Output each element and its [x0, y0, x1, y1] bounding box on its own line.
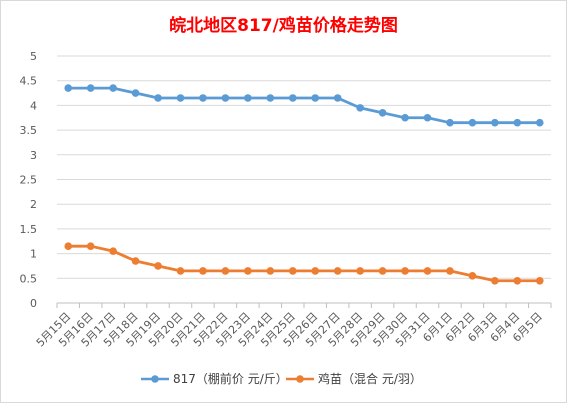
data-point	[86, 84, 95, 92]
data-point	[199, 267, 207, 275]
data-point	[446, 267, 454, 275]
data-point	[401, 113, 409, 122]
data-point	[221, 94, 230, 102]
data-point	[513, 276, 522, 285]
data-point	[468, 118, 477, 127]
data-point	[491, 276, 499, 285]
data-point	[513, 118, 522, 127]
data-point	[535, 276, 544, 285]
data-point	[176, 94, 185, 102]
y-tick-label: 5	[30, 50, 37, 63]
data-point	[266, 267, 275, 275]
data-point	[446, 118, 454, 127]
y-tick-label: 4.5	[20, 75, 38, 88]
data-point	[311, 267, 320, 275]
y-tick-label: 2	[30, 198, 37, 211]
y-tick-label: 3.5	[20, 124, 38, 137]
data-point	[176, 267, 185, 275]
data-point	[221, 267, 230, 275]
data-point	[109, 247, 117, 255]
data-point	[109, 84, 117, 92]
data-point	[244, 267, 252, 275]
data-point	[288, 267, 297, 275]
y-tick-label: 0	[30, 297, 37, 310]
data-point	[468, 272, 477, 280]
series-group	[64, 84, 544, 285]
y-tick-label: 3	[30, 149, 37, 162]
data-point	[154, 94, 162, 102]
data-point	[288, 94, 297, 102]
series-line-0	[68, 86, 540, 125]
data-point	[401, 267, 409, 275]
data-point	[131, 89, 140, 97]
data-point	[356, 267, 364, 275]
legend-label-817: 817（棚前价 元/斤）	[173, 371, 288, 386]
data-point	[491, 118, 499, 127]
data-point	[423, 113, 432, 122]
y-tick-label: 0.5	[20, 272, 38, 285]
data-point	[378, 267, 387, 275]
data-point	[64, 242, 73, 250]
x-axis-ticks: 5月15日5月16日5月17日5月18日5月19日5月20日5月21日5月22日…	[34, 303, 552, 350]
data-point	[333, 94, 342, 102]
legend-label-chick: 鸡苗（混合 元/羽）	[318, 371, 422, 386]
data-point	[154, 262, 162, 270]
data-point	[378, 109, 387, 117]
data-point	[244, 94, 252, 102]
data-point	[356, 104, 364, 112]
y-tick-label: 4	[30, 99, 37, 112]
data-point	[199, 94, 207, 102]
y-tick-label: 1	[30, 248, 37, 261]
data-point	[86, 242, 95, 250]
legend-item-817: 817（棚前价 元/斤）	[141, 371, 288, 386]
data-point	[535, 118, 544, 127]
y-tick-label: 1.5	[20, 223, 38, 236]
y-axis-ticks: 0 0.5 1 1.5 2 2.5 3 3.5 4 4.5 5	[20, 50, 38, 310]
data-point	[266, 94, 275, 102]
legend-marker-817	[151, 375, 159, 383]
data-point	[423, 267, 432, 275]
data-point	[333, 267, 342, 275]
data-point	[311, 94, 320, 102]
legend-marker-chick	[296, 375, 304, 383]
data-point	[131, 257, 140, 265]
legend-item-chick: 鸡苗（混合 元/羽）	[286, 371, 422, 386]
legend: 817（棚前价 元/斤） 鸡苗（混合 元/羽）	[141, 371, 422, 386]
series-line-1	[68, 244, 540, 283]
y-tick-label: 2.5	[20, 174, 38, 187]
data-point	[64, 84, 73, 92]
chart-title: 皖北地区817/鸡苗价格走势图	[169, 16, 398, 36]
